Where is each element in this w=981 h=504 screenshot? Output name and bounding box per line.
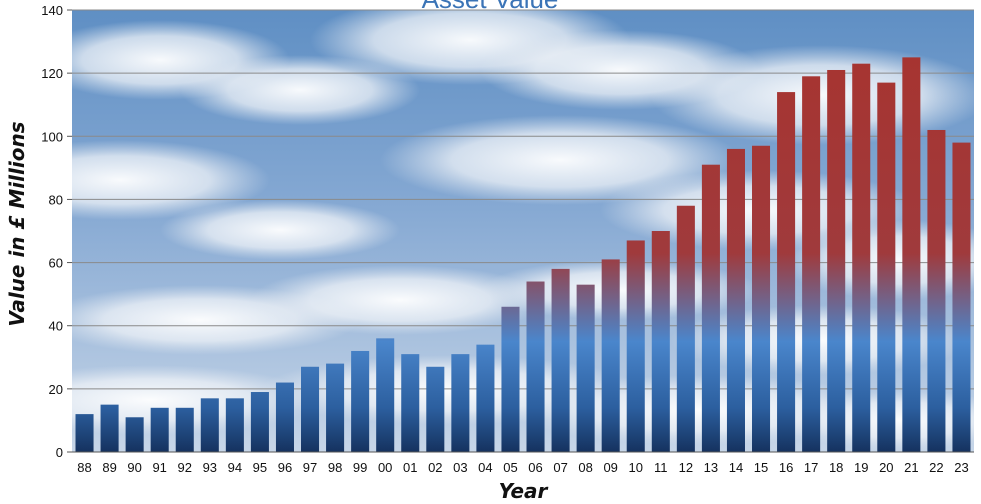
- chart-title: Asset Value: [422, 0, 559, 14]
- y-tick-label: 140: [41, 3, 63, 18]
- x-tick-label: 93: [203, 460, 217, 475]
- bar: [250, 392, 269, 452]
- bar: [927, 129, 946, 452]
- bar: [175, 407, 194, 452]
- x-tick-label: 88: [77, 460, 91, 475]
- x-tick-label: 94: [228, 460, 242, 475]
- x-tick-label: 89: [102, 460, 116, 475]
- bar: [676, 205, 695, 452]
- bar: [326, 363, 345, 452]
- x-tick-label: 00: [378, 460, 392, 475]
- bar: [802, 76, 821, 453]
- x-tick-label: 99: [353, 460, 367, 475]
- bar: [301, 366, 320, 452]
- bar: [125, 417, 144, 452]
- y-axis-ticks: 0 20 40 60 80 100 120 140: [41, 3, 72, 460]
- bar: [100, 404, 119, 452]
- bar: [827, 69, 846, 452]
- x-tick-label: 91: [152, 460, 166, 475]
- x-tick-label: 23: [954, 460, 968, 475]
- bar: [426, 366, 445, 452]
- bar: [576, 284, 595, 452]
- x-tick-label: 98: [328, 460, 342, 475]
- bar: [451, 354, 470, 452]
- bar: [601, 259, 620, 452]
- x-tick-label: 01: [403, 460, 417, 475]
- x-tick-label: 92: [178, 460, 192, 475]
- x-tick-label: 96: [278, 460, 292, 475]
- x-tick-label: 15: [754, 460, 768, 475]
- x-tick-label: 22: [929, 460, 943, 475]
- bar: [476, 344, 495, 452]
- x-tick-label: 10: [629, 460, 643, 475]
- x-tick-label: 21: [904, 460, 918, 475]
- bar: [701, 164, 720, 452]
- bar: [376, 338, 395, 452]
- y-tick-label: 100: [41, 129, 63, 144]
- bar: [200, 398, 219, 452]
- x-axis-ticks: 88 89 90 91 92 93 94 95 96 97 98 99 00 01 02 03 04 05 06 07…: [72, 451, 974, 475]
- bar: [275, 382, 294, 452]
- x-tick-label: 14: [729, 460, 743, 475]
- x-tick-label: 13: [704, 460, 718, 475]
- y-tick-label: 40: [49, 319, 63, 334]
- bar: [902, 57, 921, 452]
- bar: [777, 92, 796, 452]
- x-tick-label: 06: [528, 460, 542, 475]
- bar: [150, 407, 169, 452]
- x-tick-label: 07: [553, 460, 567, 475]
- bar: [551, 268, 570, 452]
- x-tick-label: 03: [453, 460, 467, 475]
- x-tick-label: 09: [603, 460, 617, 475]
- x-tick-label: 08: [578, 460, 592, 475]
- x-tick-label: 20: [879, 460, 893, 475]
- x-tick-label: 12: [679, 460, 693, 475]
- bar: [75, 414, 94, 452]
- bar: [952, 142, 971, 452]
- x-axis-title: Year: [499, 479, 549, 503]
- bar: [351, 350, 370, 452]
- bar: [752, 145, 771, 452]
- bar: [626, 240, 645, 452]
- x-tick-label: 02: [428, 460, 442, 475]
- y-axis-title: Value in £ Millions: [5, 121, 29, 326]
- bar: [726, 148, 745, 452]
- x-tick-label: 97: [303, 460, 317, 475]
- x-tick-label: 18: [829, 460, 843, 475]
- y-tick-label: 60: [49, 256, 63, 271]
- bar: [877, 82, 896, 452]
- x-tick-label: 05: [503, 460, 517, 475]
- y-tick-label: 120: [41, 66, 63, 81]
- bar: [225, 398, 244, 452]
- x-tick-label: 90: [127, 460, 141, 475]
- x-tick-label: 16: [779, 460, 793, 475]
- x-tick-label: 19: [854, 460, 868, 475]
- bar: [526, 281, 545, 452]
- y-tick-label: 0: [56, 445, 63, 460]
- x-tick-label: 17: [804, 460, 818, 475]
- bar: [651, 231, 670, 452]
- x-tick-label: 11: [654, 460, 668, 475]
- x-tick-label: 04: [478, 460, 492, 475]
- x-tick-label: 95: [253, 460, 267, 475]
- bars: [75, 57, 971, 453]
- y-tick-label: 80: [49, 192, 63, 207]
- bar: [852, 63, 871, 453]
- bar: [401, 354, 420, 452]
- bar: [501, 306, 520, 452]
- y-tick-label: 20: [49, 382, 63, 397]
